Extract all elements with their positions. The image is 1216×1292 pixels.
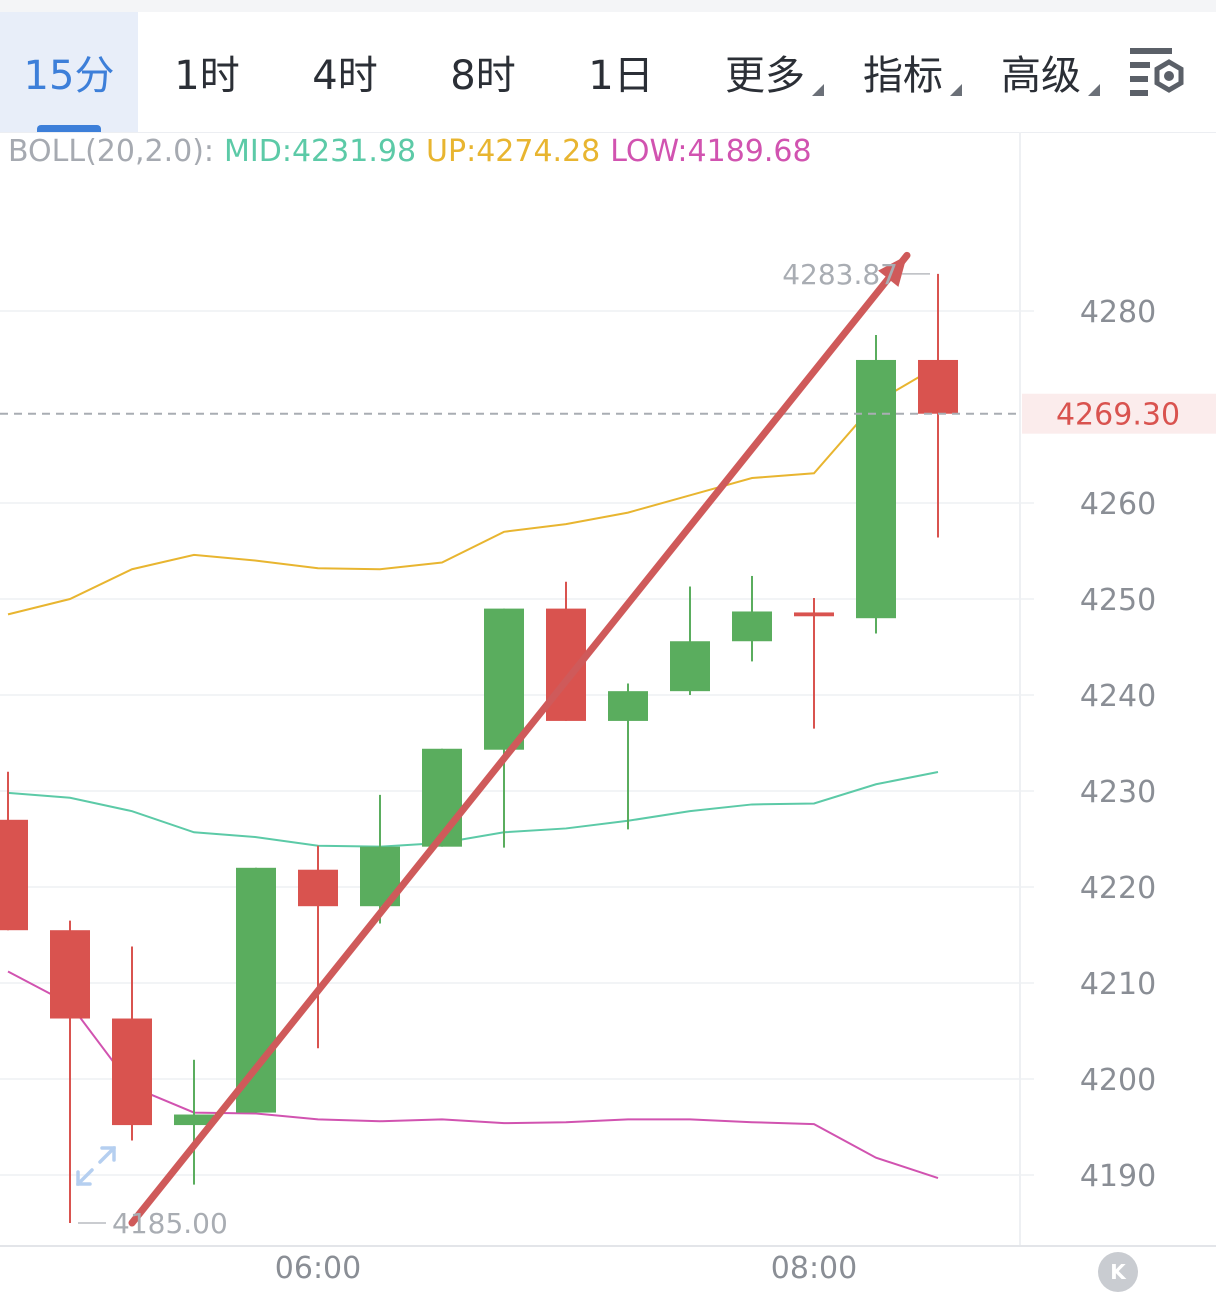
tab-label: 1时 [174, 53, 240, 99]
tab-label: 8时 [450, 53, 516, 99]
tab-label: 4时 [312, 53, 378, 99]
boll-indicator-legend: BOLL(20,2.0): MID:4231.98 UP:4274.28 LOW:41… [8, 134, 822, 169]
tab-more[interactable]: 更多 [700, 12, 830, 132]
candle-up [732, 611, 772, 642]
timeframe-toolbar: 15分 1时 4时 8时 1日 更多 指标 高级 [0, 0, 1216, 133]
current-price-label: 4269.30 [1056, 398, 1180, 433]
tab-label: 1日 [588, 53, 654, 99]
boll-low-value: LOW:4189.68 [610, 134, 812, 169]
max-price-label: 4283.87 [782, 258, 898, 291]
tab-4h[interactable]: 4时 [276, 12, 414, 132]
y-tick-label: 4200 [1080, 1063, 1156, 1098]
dropdown-caret-icon [812, 84, 824, 96]
y-tick-label: 4260 [1080, 487, 1156, 522]
tab-15min[interactable]: 15分 [0, 12, 138, 132]
y-tick-label: 4280 [1080, 295, 1156, 330]
x-tick-label: 08:00 [771, 1251, 857, 1286]
candle-up [174, 1114, 214, 1126]
candle-down [112, 1018, 152, 1126]
candle-up [608, 691, 648, 721]
boll-up-line [7, 365, 939, 616]
tab-advanced[interactable]: 高级 [976, 12, 1106, 132]
y-tick-label: 4220 [1080, 871, 1156, 906]
y-tick-label: 4240 [1080, 679, 1156, 714]
trend-arrow-line [128, 251, 911, 1227]
tab-label: 15分 [23, 53, 115, 99]
candle-down [50, 930, 90, 1019]
candle-down [0, 819, 28, 931]
chart-settings-icon[interactable] [1128, 44, 1190, 100]
boll-bands [7, 365, 939, 1180]
tab-1h[interactable]: 1时 [138, 12, 276, 132]
boll-name: BOLL(20,2.0): [8, 134, 215, 169]
x-axis: 06:00 08:00 [275, 1251, 857, 1286]
candle-up [236, 867, 276, 1113]
dropdown-caret-icon [950, 84, 962, 96]
chart-overlay: 4283.87 4185.00 [0, 251, 1216, 1240]
y-tick-label: 4210 [1080, 967, 1156, 1002]
top-strip [0, 0, 1216, 12]
tab-indicators[interactable]: 指标 [838, 12, 968, 132]
boll-low-line [7, 970, 939, 1180]
active-tab-indicator [37, 125, 101, 132]
tab-8h[interactable]: 8时 [414, 12, 552, 132]
candles [0, 273, 958, 1223]
candle-down [298, 869, 338, 907]
boll-mid-value: MID:4231.98 [224, 134, 417, 169]
candle-up [484, 608, 524, 750]
tab-1d[interactable]: 1日 [552, 12, 690, 132]
candle-up [856, 359, 896, 619]
boll-mid-line [7, 771, 939, 848]
expand-icon[interactable] [72, 1142, 120, 1190]
candle-down [794, 612, 834, 617]
y-tick-label: 4250 [1080, 583, 1156, 618]
y-tick-label: 4190 [1080, 1159, 1156, 1194]
tab-label: 指标 [863, 53, 943, 99]
min-price-label: 4185.00 [112, 1207, 228, 1240]
tab-label: 更多 [725, 53, 805, 99]
dropdown-caret-icon [1088, 84, 1100, 96]
y-tick-label: 4230 [1080, 775, 1156, 810]
y-axis: 4280 4260 4250 4240 4230 4220 4210 4200 4190 4269… [1022, 295, 1216, 1194]
chart-grid [0, 132, 1216, 1247]
candle-up [670, 641, 710, 692]
trend-arrow-head [878, 255, 907, 287]
tab-label: 高级 [1001, 53, 1081, 99]
k-line-badge-icon[interactable]: K [1098, 1252, 1138, 1292]
candle-down [918, 359, 958, 414]
current-price-badge [1022, 393, 1216, 434]
boll-up-value: UP:4274.28 [426, 134, 601, 169]
x-tick-label: 06:00 [275, 1251, 361, 1286]
